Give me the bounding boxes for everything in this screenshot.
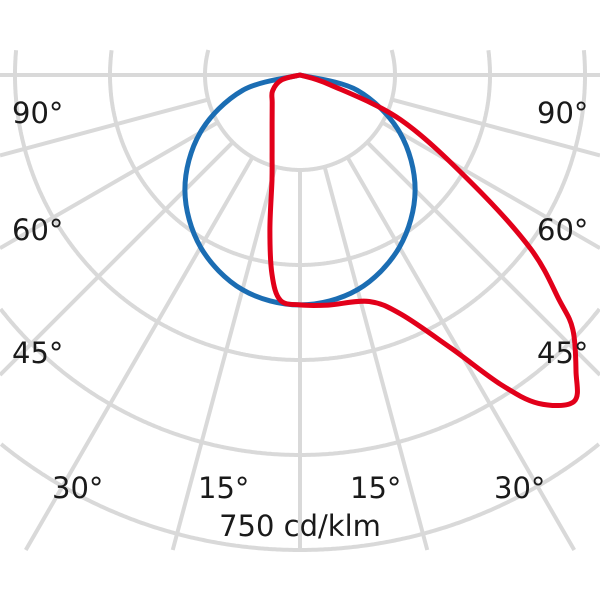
angle-labels: 90° 60° 45° 90° 60° 45° 30° 15° 15° 30° … <box>12 96 588 543</box>
intensity-curve-2 <box>267 72 580 409</box>
grid-spoke-m15 <box>170 166 278 551</box>
label-left-45: 45° <box>12 336 63 370</box>
grid-spoke-15 <box>322 166 430 551</box>
label-bottom-right-30: 30° <box>494 471 545 505</box>
grid-ring-150 <box>203 49 397 172</box>
grid-spoke-m45 <box>0 140 235 377</box>
label-left-60: 60° <box>12 213 63 247</box>
grid-spoke-m60 <box>0 120 219 250</box>
grid-spoke-75 <box>391 97 600 158</box>
label-bottom-left-30: 30° <box>52 471 103 505</box>
grid-spoke-45 <box>365 140 600 377</box>
grid-spoke-m30 <box>24 156 255 552</box>
intensity-curves <box>182 72 580 409</box>
label-right-90: 90° <box>537 96 588 130</box>
unit-label: 750 cd/klm <box>219 509 381 543</box>
grid-spoke-60 <box>381 120 600 250</box>
label-bottom-right-15: 15° <box>350 471 401 505</box>
grid-spoke-m75 <box>0 97 209 158</box>
label-bottom-left-15: 15° <box>198 471 249 505</box>
label-left-90: 90° <box>12 96 63 130</box>
label-right-60: 60° <box>537 213 588 247</box>
label-right-45: 45° <box>537 336 588 370</box>
